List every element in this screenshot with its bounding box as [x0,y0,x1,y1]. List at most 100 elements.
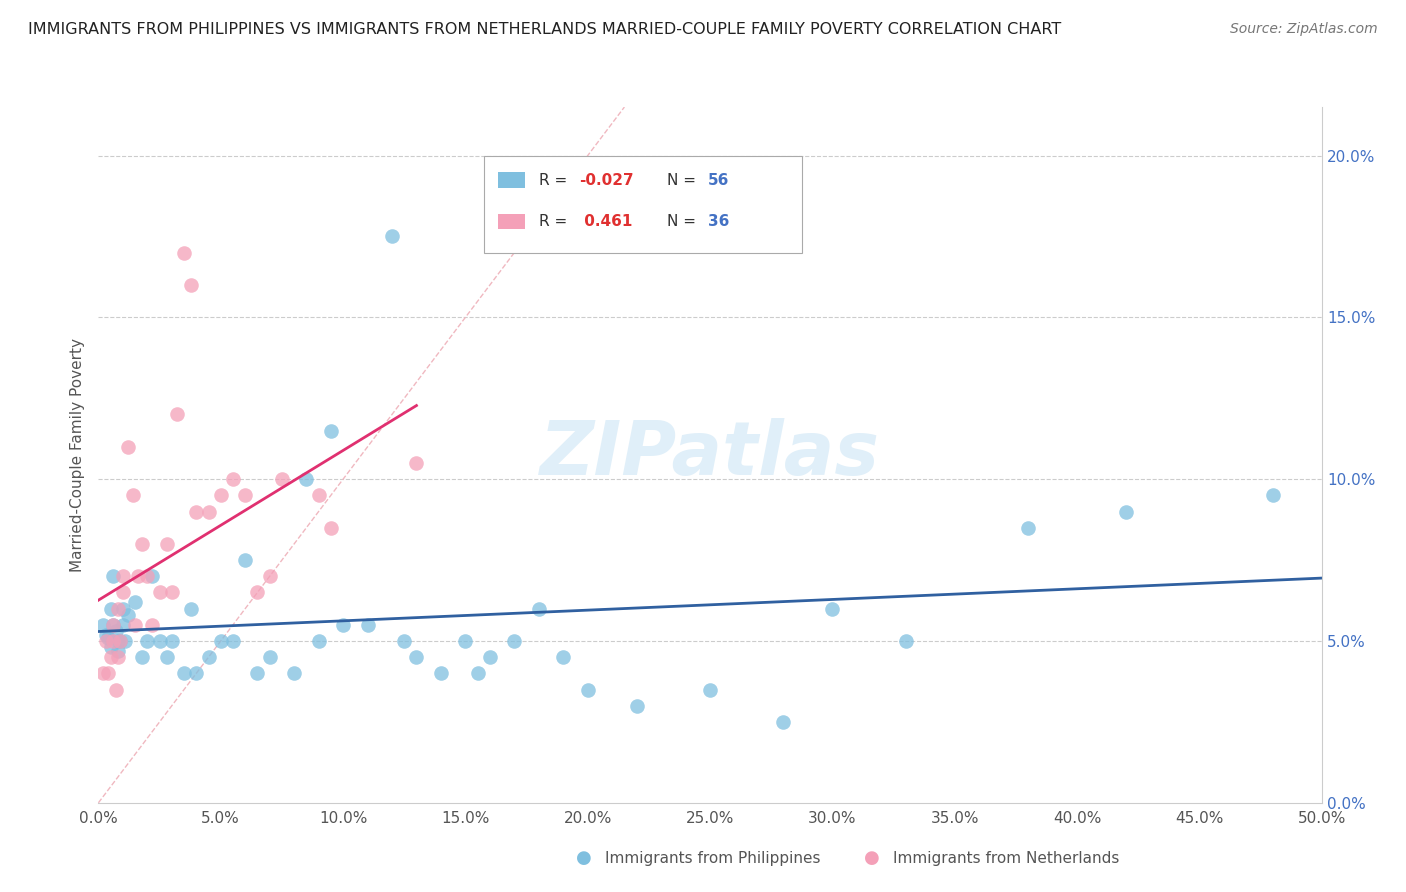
Point [156,537,179,551]
Point [308,634,330,648]
Point [111,617,134,632]
Point [110,634,132,648]
Point [124,617,146,632]
Point [104,624,127,639]
Point [233,488,256,502]
Point [107,634,129,648]
Point [91,617,114,632]
Point [308,488,330,502]
Text: N =: N = [668,172,702,187]
Point [110,634,132,648]
Point [180,601,202,615]
Point [111,569,134,583]
Point [91,666,114,681]
Point [117,440,139,454]
Point [503,634,526,648]
Point [246,666,269,681]
Point [97,666,120,681]
Point [160,585,183,599]
Text: ●: ● [863,849,880,867]
FancyBboxPatch shape [484,156,801,253]
Point [319,521,342,535]
Bar [498,214,526,229]
Point [259,650,281,665]
Point [186,504,208,518]
Point [97,631,120,645]
Point [117,608,139,623]
Text: R =: R = [538,214,572,229]
Point [127,569,149,583]
Point [94,627,117,641]
Bar [498,172,526,187]
Text: IMMIGRANTS FROM PHILIPPINES VS IMMIGRANTS FROM NETHERLANDS MARRIED-COUPLE FAMILY: IMMIGRANTS FROM PHILIPPINES VS IMMIGRANT… [28,22,1062,37]
Point [246,585,269,599]
Point [894,634,917,648]
Point [173,245,195,260]
Text: R =: R = [538,172,572,187]
Point [576,682,599,697]
Point [772,714,794,729]
Point [101,617,124,632]
Point [381,229,404,244]
Point [270,472,294,486]
Point [699,682,721,697]
Point [233,553,256,567]
Point [136,569,159,583]
Point [332,617,354,632]
Y-axis label: Married-Couple Family Poverty: Married-Couple Family Poverty [69,338,84,572]
Point [136,634,159,648]
Point [392,634,416,648]
Text: -0.027: -0.027 [579,172,634,187]
Point [141,569,163,583]
Text: 0.461: 0.461 [579,214,633,229]
Text: Source: ZipAtlas.com: Source: ZipAtlas.com [1230,22,1378,37]
Text: Immigrants from Philippines: Immigrants from Philippines [605,851,820,865]
Point [222,634,245,648]
Text: 36: 36 [707,214,728,229]
Point [319,424,342,438]
Point [356,617,378,632]
Point [121,488,143,502]
Point [295,472,318,486]
Point [114,634,136,648]
Point [1017,521,1039,535]
Point [259,569,281,583]
Text: Immigrants from Netherlands: Immigrants from Netherlands [893,851,1119,865]
Point [131,537,153,551]
Point [180,278,202,293]
Point [149,634,172,648]
Point [553,650,575,665]
Text: N =: N = [668,214,702,229]
Text: ●: ● [575,849,592,867]
Point [626,698,648,713]
Point [104,682,127,697]
Point [107,650,129,665]
Point [101,569,124,583]
Point [1115,504,1137,518]
Point [149,585,172,599]
Point [101,617,124,632]
Point [222,472,245,486]
Point [197,650,219,665]
Point [283,666,305,681]
Point [430,666,453,681]
Point [478,650,501,665]
Point [527,601,550,615]
Point [107,601,129,615]
Point [405,650,427,665]
Point [821,601,844,615]
Point [1261,488,1284,502]
Point [173,666,195,681]
Text: ZIPatlas: ZIPatlas [540,418,880,491]
Point [209,488,232,502]
Point [141,617,163,632]
Point [166,408,188,422]
Point [156,650,179,665]
Point [100,650,122,665]
Point [111,585,134,599]
Point [100,601,122,615]
Point [131,650,153,665]
Point [107,643,129,657]
Point [160,634,183,648]
Point [454,634,477,648]
